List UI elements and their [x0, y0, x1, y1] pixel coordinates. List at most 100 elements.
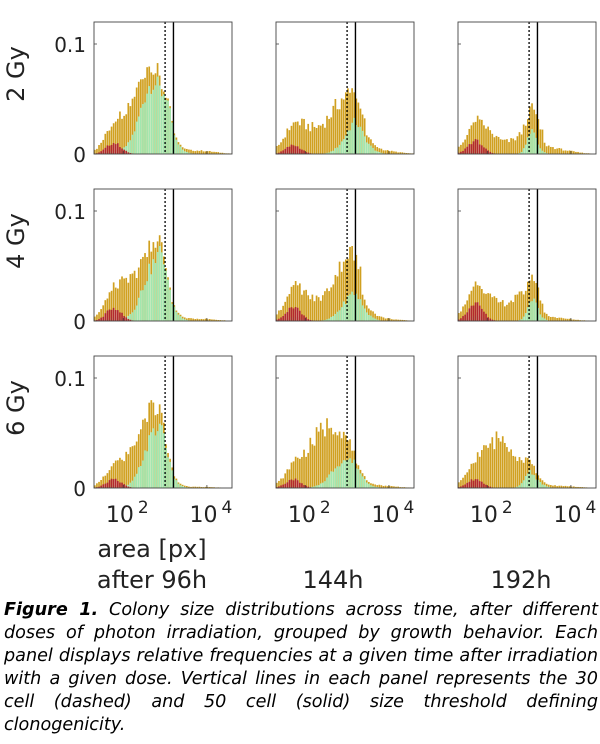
bar-gold	[119, 279, 121, 321]
bar-gold	[566, 318, 569, 321]
bar-red	[481, 145, 483, 154]
bar-gold	[119, 111, 121, 154]
bar-gold	[326, 418, 328, 488]
bar-gold	[562, 318, 565, 321]
bar-red	[462, 316, 464, 321]
bar-gold	[391, 486, 393, 488]
bar-green	[345, 304, 347, 321]
bar-green	[524, 313, 527, 321]
bar-gold	[278, 310, 280, 321]
bar-gold	[119, 457, 121, 488]
bar-green	[374, 486, 376, 488]
bar-red	[292, 480, 295, 488]
bar-gold	[493, 137, 496, 154]
bar-gold	[104, 133, 107, 154]
bar-red	[282, 150, 284, 154]
bar-gold	[330, 287, 333, 321]
bar-red	[121, 148, 123, 154]
bar-gold	[524, 125, 527, 154]
bar-green	[537, 479, 540, 488]
bar-gold	[102, 476, 105, 488]
bar-green	[363, 136, 366, 154]
bar-gold	[552, 147, 554, 154]
bar-green	[322, 482, 324, 488]
bar-gold	[478, 285, 481, 321]
bar-green	[365, 142, 368, 154]
bar-gold	[558, 317, 561, 321]
bar-gold	[338, 261, 341, 321]
bar-gold	[129, 106, 132, 154]
bar-green	[137, 467, 140, 488]
bar-gold	[296, 285, 299, 321]
bar-green	[368, 314, 370, 321]
bar-gold	[317, 297, 320, 321]
bar-red	[282, 484, 284, 488]
y-tick-label: 0	[73, 310, 86, 334]
bar-gold	[487, 447, 489, 488]
bar-green	[326, 152, 328, 154]
bar-green	[347, 459, 349, 488]
bar-gold	[575, 486, 577, 488]
bar-gold	[514, 294, 517, 321]
bar-gold	[330, 427, 333, 488]
bar-green	[169, 461, 171, 488]
bar-red	[121, 312, 123, 321]
bar-gold	[104, 300, 107, 321]
bar-gold	[460, 144, 462, 154]
bar-gold	[342, 431, 345, 488]
bar-red	[478, 144, 481, 154]
y-tick-label: 0.1	[54, 33, 86, 57]
bar-green	[365, 482, 368, 488]
bar-gold	[206, 486, 209, 488]
bar-green	[317, 485, 320, 488]
bar-gold	[98, 481, 100, 488]
bar-gold	[292, 461, 295, 488]
bar-gold	[301, 456, 303, 488]
bar-gold	[309, 437, 312, 488]
bar-gold	[382, 485, 385, 488]
bar-gold	[217, 152, 220, 154]
bar-gold	[315, 295, 318, 321]
bar-green	[376, 151, 379, 154]
bar-gold	[510, 138, 512, 154]
bar-green	[175, 139, 178, 154]
bar-green	[368, 143, 370, 154]
bar-gold	[209, 150, 211, 154]
column-label-2: 192h	[490, 566, 551, 594]
bar-red	[290, 307, 293, 321]
bar-red	[96, 319, 98, 321]
bar-gold	[405, 153, 408, 154]
bar-red	[98, 319, 100, 321]
bar-green	[349, 294, 351, 321]
bar-gold	[200, 150, 203, 154]
bar-gold	[303, 449, 305, 488]
bar-green	[340, 141, 343, 154]
bar-gold	[286, 128, 289, 154]
bar-gold	[570, 319, 573, 321]
bar-green	[342, 139, 345, 154]
bar-gold	[282, 478, 284, 488]
bar-gold	[280, 142, 282, 154]
bar-gold	[564, 485, 567, 488]
bar-gold	[489, 130, 492, 154]
bar-red	[123, 484, 125, 488]
bar-green	[140, 107, 142, 154]
bar-green	[169, 108, 171, 154]
bar-red	[112, 479, 115, 488]
bar-green	[125, 146, 128, 154]
bar-red	[127, 152, 130, 154]
bar-gold	[305, 129, 307, 154]
bar-green	[150, 274, 153, 321]
bar-green	[137, 116, 140, 154]
bar-gold	[133, 270, 136, 321]
bar-gold	[338, 109, 341, 154]
bar-gold	[483, 445, 485, 488]
bar-green	[173, 306, 176, 321]
bar-green	[133, 309, 136, 321]
bar-red	[485, 484, 487, 488]
bar-gold	[545, 313, 548, 321]
bar-green	[342, 460, 345, 488]
bar-gold	[382, 317, 385, 321]
bar-gold	[204, 486, 207, 488]
panel-frame	[93, 188, 233, 322]
